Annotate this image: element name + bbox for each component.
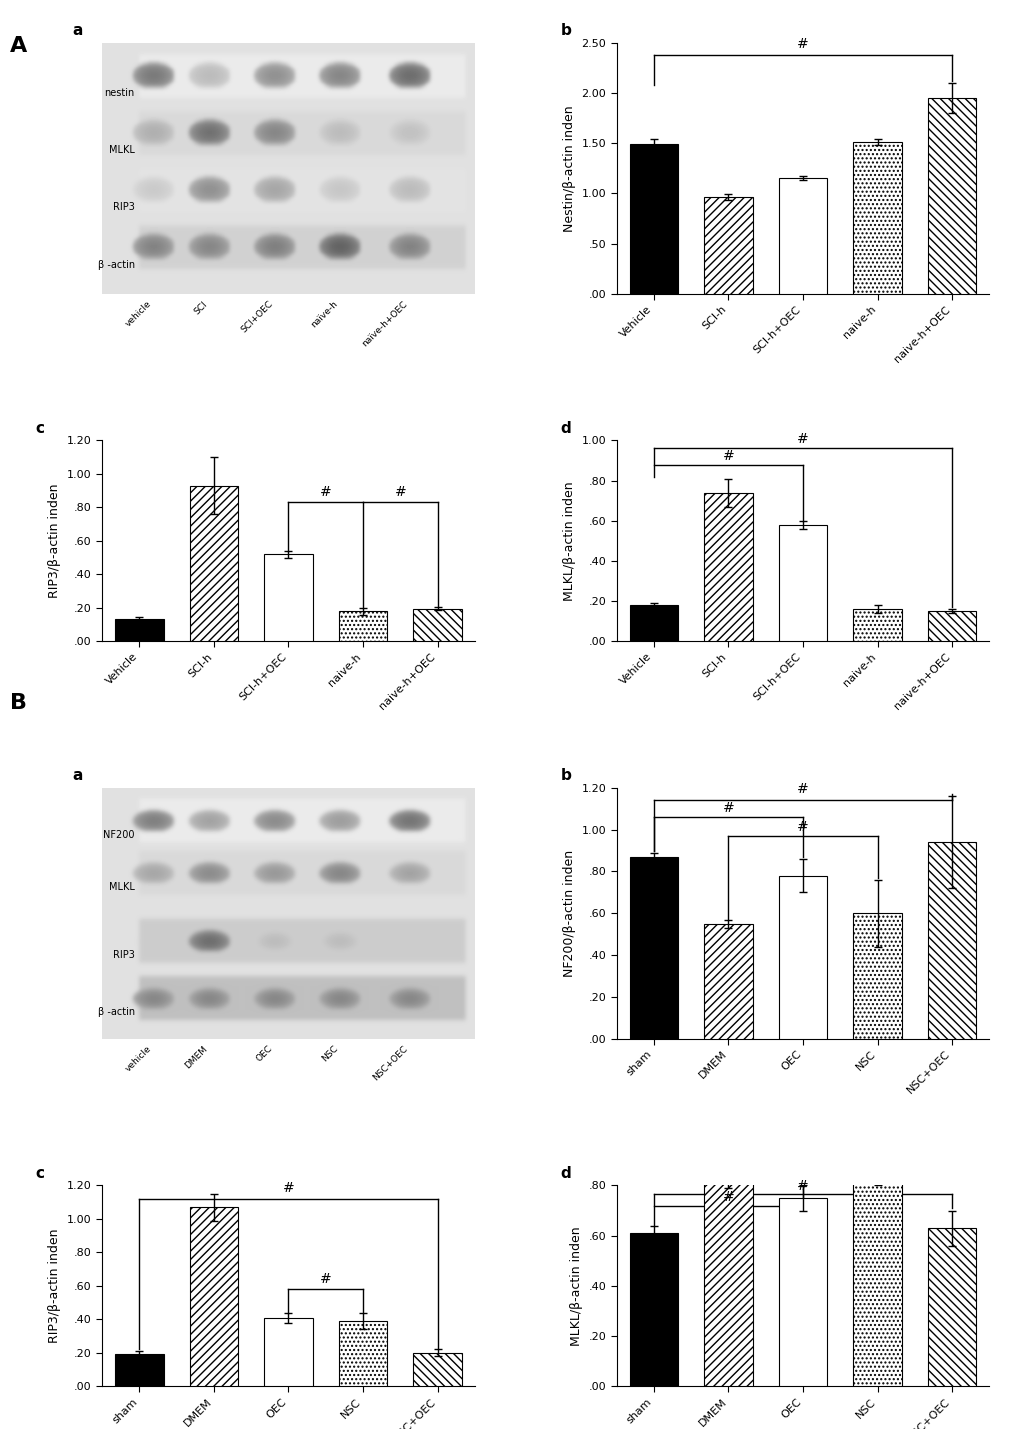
Text: #: # xyxy=(282,1182,294,1196)
Bar xyxy=(115,619,163,642)
Bar xyxy=(629,857,678,1039)
Text: vehicle: vehicle xyxy=(123,300,153,329)
Bar xyxy=(927,1228,975,1386)
Bar xyxy=(777,876,826,1039)
Y-axis label: Nestin/β-actin inden: Nestin/β-actin inden xyxy=(562,104,576,231)
Bar xyxy=(927,99,975,294)
Text: #: # xyxy=(796,820,808,835)
Bar xyxy=(703,923,752,1039)
Text: #: # xyxy=(796,433,808,446)
Text: NSC: NSC xyxy=(320,1045,339,1063)
Bar xyxy=(629,604,678,642)
Bar xyxy=(629,144,678,294)
Bar xyxy=(264,554,313,642)
Bar xyxy=(853,913,901,1039)
Y-axis label: MLKL/β-actin inden: MLKL/β-actin inden xyxy=(570,1226,582,1346)
Bar xyxy=(264,1318,313,1386)
Text: DMEM: DMEM xyxy=(182,1045,209,1070)
Bar xyxy=(927,842,975,1039)
Y-axis label: RIP3/β-actin inden: RIP3/β-actin inden xyxy=(48,483,61,599)
Bar xyxy=(413,609,462,642)
Bar xyxy=(115,1355,163,1386)
Text: MLKL: MLKL xyxy=(109,882,135,892)
Y-axis label: NF200/β-actin inden: NF200/β-actin inden xyxy=(562,850,576,977)
Bar xyxy=(703,493,752,642)
Text: #: # xyxy=(320,1272,331,1286)
Text: A: A xyxy=(10,36,28,56)
Text: naïve-h: naïve-h xyxy=(309,300,339,330)
Text: a: a xyxy=(72,767,83,783)
Bar xyxy=(703,1177,752,1386)
Text: #: # xyxy=(721,449,734,463)
Text: nestin: nestin xyxy=(104,89,135,99)
Y-axis label: MLKL/β-actin inden: MLKL/β-actin inden xyxy=(562,482,576,600)
Bar xyxy=(777,1198,826,1386)
Bar xyxy=(777,524,826,642)
Text: #: # xyxy=(796,1179,808,1193)
Text: #: # xyxy=(721,802,734,815)
Text: SCI+OEC: SCI+OEC xyxy=(238,300,274,334)
Bar xyxy=(190,1208,237,1386)
Bar xyxy=(413,1353,462,1386)
Bar xyxy=(629,1233,678,1386)
Text: b: b xyxy=(560,23,571,37)
Text: d: d xyxy=(560,422,571,436)
Text: #: # xyxy=(796,37,808,51)
Text: c: c xyxy=(35,422,44,436)
Text: OEC: OEC xyxy=(255,1045,274,1063)
Bar xyxy=(853,143,901,294)
Text: #: # xyxy=(320,484,331,499)
Y-axis label: RIP3/β-actin inden: RIP3/β-actin inden xyxy=(48,1229,61,1343)
Text: RIP3: RIP3 xyxy=(113,203,135,213)
Text: NSC+OEC: NSC+OEC xyxy=(371,1045,410,1082)
Bar xyxy=(853,609,901,642)
Text: β -actin: β -actin xyxy=(98,260,135,270)
Text: #: # xyxy=(394,484,406,499)
Text: d: d xyxy=(560,1166,571,1182)
Text: a: a xyxy=(72,23,83,37)
Bar xyxy=(703,197,752,294)
Bar xyxy=(777,179,826,294)
Text: β -actin: β -actin xyxy=(98,1007,135,1017)
Text: RIP3: RIP3 xyxy=(113,950,135,960)
Text: B: B xyxy=(10,693,28,713)
Bar xyxy=(338,1320,387,1386)
Text: b: b xyxy=(560,767,571,783)
Text: NF200: NF200 xyxy=(103,830,135,840)
Bar xyxy=(338,612,387,642)
Text: vehicle: vehicle xyxy=(123,1045,153,1073)
Bar xyxy=(190,486,237,642)
Text: SCI: SCI xyxy=(193,300,209,316)
Text: #: # xyxy=(721,1190,734,1205)
Text: MLKL: MLKL xyxy=(109,146,135,156)
Bar xyxy=(927,612,975,642)
Text: c: c xyxy=(35,1166,44,1182)
Text: #: # xyxy=(796,782,808,796)
Text: naïve-h+OEC: naïve-h+OEC xyxy=(361,300,410,349)
Bar xyxy=(853,1177,901,1386)
